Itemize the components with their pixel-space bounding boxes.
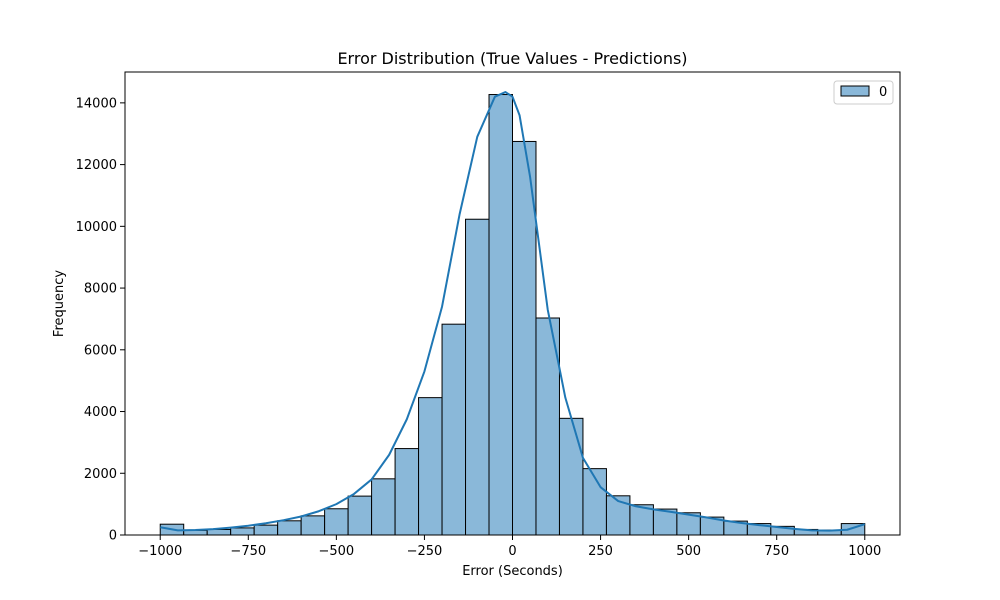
histogram-bar	[300, 515, 326, 536]
y-axis-label: Frequency	[52, 270, 67, 337]
histogram-bar	[418, 397, 443, 536]
y-axis-ticks: 0 2000 4000 6000 8000 10000 12000 14000	[76, 96, 125, 544]
histogram-bar	[347, 495, 373, 536]
histogram-bar	[394, 448, 420, 536]
x-tick-label: 0	[508, 544, 516, 559]
y-tick-label: 8000	[84, 282, 117, 297]
x-tick-label: −750	[230, 544, 266, 559]
y-tick-label: 2000	[84, 467, 117, 482]
histogram-bar	[230, 527, 255, 536]
y-tick-label: 14000	[76, 96, 117, 111]
x-tick-label: −500	[319, 544, 355, 559]
y-tick-label: 12000	[76, 158, 117, 173]
kde-curve	[160, 91, 866, 532]
x-tick-label: −250	[407, 544, 443, 559]
histogram-bar	[253, 524, 279, 536]
histogram-bar	[324, 508, 349, 536]
histogram-bar	[441, 323, 467, 536]
histogram-bar	[371, 478, 396, 536]
y-tick-label: 10000	[76, 220, 117, 235]
histogram-bars	[159, 94, 866, 536]
x-tick-label: 1000	[848, 544, 881, 559]
x-tick-label: 250	[588, 544, 613, 559]
legend-swatch	[840, 85, 870, 97]
y-tick-label: 6000	[84, 343, 117, 358]
y-tick-label: 4000	[84, 405, 117, 420]
kde-curve-group	[160, 91, 866, 532]
y-tick-label: 0	[109, 529, 117, 544]
chart-title: Error Distribution (True Values - Predic…	[337, 49, 687, 68]
x-tick-label: −1000	[138, 544, 182, 559]
histogram-bar	[465, 218, 490, 536]
x-tick-label: 500	[676, 544, 701, 559]
legend: 0	[833, 80, 894, 105]
x-tick-label: 750	[764, 544, 789, 559]
x-axis-label: Error (Seconds)	[462, 564, 563, 579]
histogram-bar	[206, 528, 232, 536]
histogram-bar	[277, 520, 302, 536]
legend-label: 0	[879, 85, 887, 100]
histogram-bar	[488, 94, 514, 536]
histogram-bar	[558, 417, 584, 536]
x-axis-ticks: −1000 −750 −500 −250 0 250 500 750 1000	[138, 535, 881, 559]
